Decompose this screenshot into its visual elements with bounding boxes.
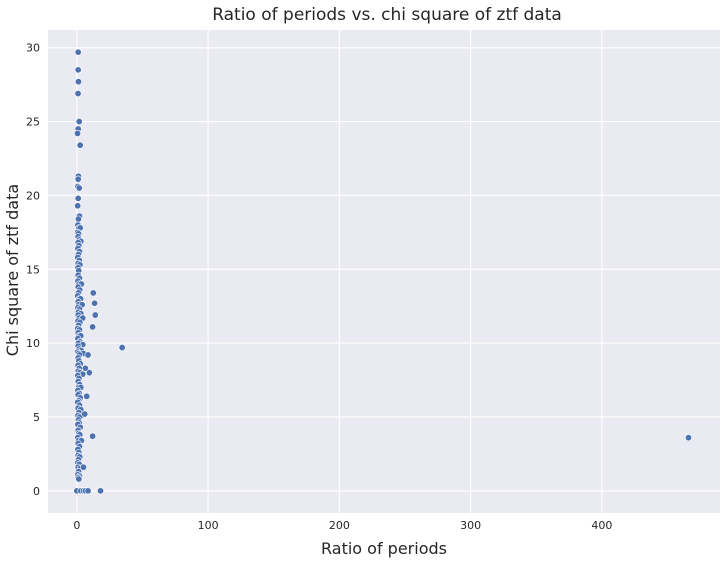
scatter-point [74, 129, 82, 137]
y-tick-labels: 0 5 10 15 20 25 30 [26, 42, 40, 498]
scatter-point [74, 66, 82, 74]
x-tick-label: 300 [460, 519, 481, 532]
scatter-point [75, 118, 83, 126]
data-points [73, 48, 692, 495]
scatter-point [97, 487, 105, 495]
x-tick-label: 0 [73, 519, 80, 532]
scatter-point [118, 344, 126, 352]
y-tick-label: 10 [26, 337, 40, 350]
scatter-point [74, 175, 82, 183]
scatter-point [684, 434, 692, 442]
scatter-point [81, 364, 89, 372]
scatter-point [89, 289, 97, 297]
scatter-point [74, 78, 82, 86]
scatter-point [89, 432, 97, 440]
y-tick-label: 5 [33, 411, 40, 424]
x-tick-label: 100 [198, 519, 219, 532]
scatter-point [75, 475, 83, 483]
scatter-point [84, 487, 92, 495]
grid-lines [48, 30, 720, 513]
x-tick-label: 400 [591, 519, 612, 532]
scatter-point [91, 299, 99, 307]
scatter-point [75, 184, 83, 192]
x-tick-labels: 0 100 200 300 400 [73, 519, 612, 532]
y-axis-label: Chi square of ztf data [3, 184, 22, 356]
y-tick-label: 30 [26, 42, 40, 55]
x-tick-label: 200 [329, 519, 350, 532]
scatter-point [76, 141, 84, 149]
y-tick-label: 15 [26, 263, 40, 276]
y-tick-label: 20 [26, 189, 40, 202]
scatter-point [84, 351, 92, 359]
scatter-point [74, 48, 82, 56]
scatter-point [83, 392, 91, 400]
scatter-point [81, 410, 89, 418]
y-tick-label: 0 [33, 485, 40, 498]
scatter-point [85, 369, 93, 377]
scatter-point [91, 311, 99, 319]
x-axis-label: Ratio of periods [321, 539, 447, 558]
scatter-point [74, 90, 82, 98]
scatter-point [74, 202, 82, 210]
scatter-point [74, 194, 82, 202]
chart-title: Ratio of periods vs. chi square of ztf d… [212, 5, 562, 25]
y-tick-label: 25 [26, 116, 40, 129]
scatter-point [79, 463, 87, 471]
plot-background [48, 30, 720, 513]
scatter-point [89, 323, 97, 331]
scatter-point [74, 215, 82, 223]
